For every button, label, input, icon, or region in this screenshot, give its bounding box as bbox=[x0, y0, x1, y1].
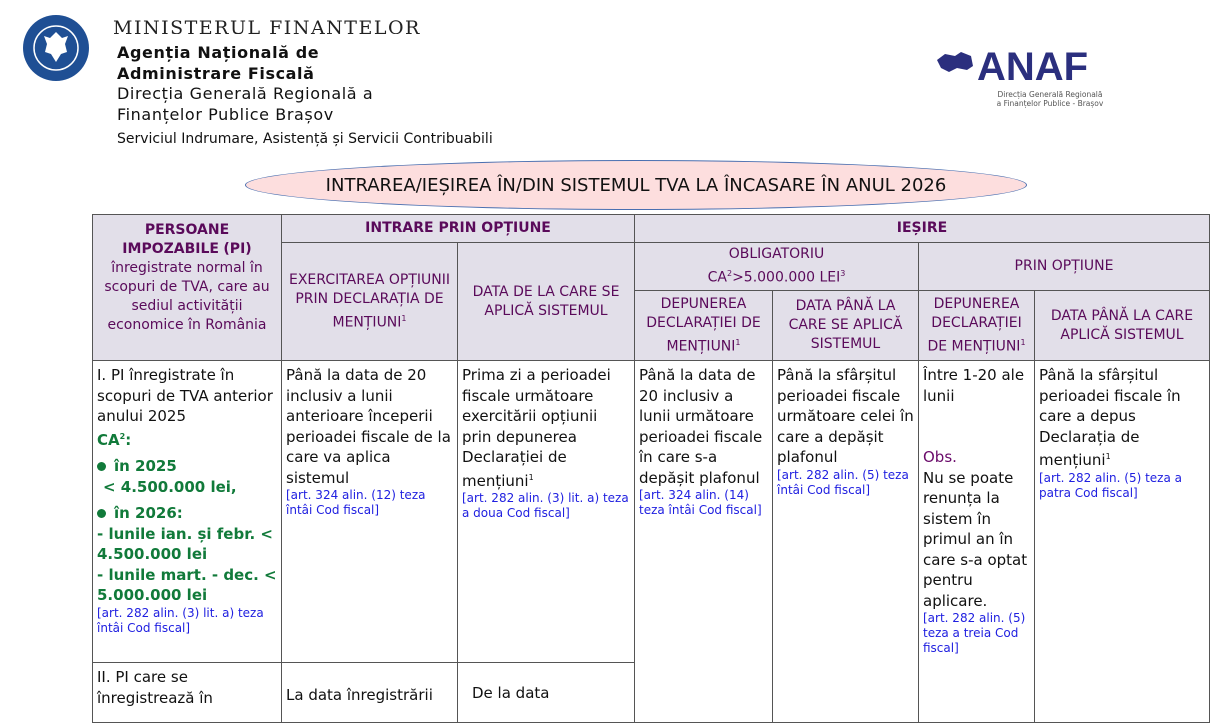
header-intrare: INTRARE PRIN OPȚIUNE bbox=[281, 214, 635, 243]
row2-data-aplica: De la data bbox=[457, 662, 635, 723]
anaf-logo: ANAF bbox=[935, 45, 1120, 90]
header-obligatoriu: OBLIGATORIU CA2>5.000.000 LEI3 bbox=[634, 242, 919, 291]
row1-data-pana-optiune: Până la sfârșitul perioadei fiscale în c… bbox=[1034, 360, 1210, 723]
svg-text:ANAF: ANAF bbox=[977, 46, 1088, 86]
legal-reference: [art. 324 alin. (14) teza întâi Cod fisc… bbox=[639, 488, 762, 517]
vat-cash-system-table: PERSOANE IMPOZABILE (PI) înregistrate no… bbox=[92, 214, 1210, 723]
legal-reference: [art. 282 alin. (3) lit. a) teza întâi C… bbox=[97, 605, 264, 635]
row1-data-aplica: Prima zi a perioadei fiscale următoare e… bbox=[457, 360, 635, 663]
row1-category: I. PI înregistrate în scopuri de TVA ant… bbox=[92, 360, 282, 663]
header-data-aplica: DATA DE LA CARE SE APLICĂ SISTEMUL bbox=[457, 242, 635, 361]
legal-reference: [art. 282 alin. (5) teza a patra Cod fis… bbox=[1039, 470, 1182, 500]
header-prin-optiune: PRIN OPȚIUNE bbox=[918, 242, 1210, 291]
threshold-jan-feb: - lunile ian. și febr. < 4.500.000 lei bbox=[97, 524, 273, 564]
header-iesire: IEȘIRE bbox=[634, 214, 1210, 243]
row1-exercitarea: Până la data de 20 inclusiv a lunii ante… bbox=[281, 360, 458, 663]
anaf-subtitle: Direcția Generală Regională a Finanțelor… bbox=[990, 90, 1110, 108]
agency-name: Agenția Națională de Administrare Fiscal… bbox=[117, 43, 373, 125]
table-row: I. PI înregistrate în scopuri de TVA ant… bbox=[92, 360, 1210, 723]
row1-depunerea: Până la data de 20 inclusiv a lunii urmă… bbox=[634, 360, 773, 723]
threshold-mar-dec: - lunile mart. - dec. < 5.000.000 lei bbox=[97, 565, 277, 605]
bullet-2026: în 2026: bbox=[97, 503, 277, 524]
anaf-subtitle-line: Direcția Generală Regională bbox=[997, 90, 1103, 99]
header-depunerea-optiune: DEPUNEREA DECLARAȚIEI DE MENȚIUNI1 bbox=[918, 290, 1035, 361]
legal-reference: [art. 282 alin. (5) teza întâi Cod fisca… bbox=[777, 467, 909, 497]
title-text: INTRAREA/IEȘIREA ÎN/DIN SISTEMUL TVA LA … bbox=[325, 174, 947, 196]
government-emblem bbox=[22, 14, 90, 86]
bullet-2025: în 2025 bbox=[97, 456, 277, 477]
row1-data-pana: Până la sfârșitul perioadei fiscale urmă… bbox=[772, 360, 919, 723]
header-exercitarea: EXERCITAREA OPȚIUNII PRIN DECLARAȚIA DE … bbox=[281, 242, 458, 361]
row2-category: II. PI care se înregistrează în bbox=[92, 662, 282, 723]
header-data-pana-optiune: DATA PÂNĂ LA CARE APLICĂ SISTEMUL bbox=[1034, 290, 1210, 361]
ministry-name: MINISTERUL FINANȚELOR bbox=[113, 17, 421, 34]
agency-line: Direcția Generală Regională a bbox=[117, 84, 374, 103]
header-data-pana: DATA PÂNĂ LA CARE SE APLICĂ SISTEMUL bbox=[772, 290, 919, 361]
document-title: INTRAREA/IEȘIREA ÎN/DIN SISTEMUL TVA LA … bbox=[245, 160, 1027, 210]
legal-reference: [art. 282 alin. (5) teza a treia Cod fis… bbox=[923, 611, 1026, 655]
anaf-subtitle-line: a Finanțelor Publice - Brașov bbox=[996, 99, 1104, 108]
legal-reference: [art. 282 alin. (3) lit. a) teza a doua … bbox=[462, 491, 629, 520]
service-name: Serviciul Indrumare, Asistență și Servic… bbox=[117, 131, 493, 147]
header-depunerea: DEPUNEREA DECLARAȚIEI DE MENȚIUNI1 bbox=[634, 290, 773, 361]
agency-line: Agenția Națională de bbox=[117, 43, 320, 62]
bullet-icon bbox=[97, 509, 106, 518]
legal-reference: [art. 324 alin. (12) teza întâi Cod fisc… bbox=[286, 488, 426, 517]
agency-line: Finanțelor Publice Brașov bbox=[117, 104, 334, 124]
ca-label: CA2: bbox=[97, 430, 132, 449]
threshold-2025: < 4.500.000 lei, bbox=[103, 477, 237, 496]
agency-line: Administrare Fiscală bbox=[117, 63, 315, 83]
row2-exercitarea: La data înregistrării bbox=[281, 662, 458, 723]
row-label: I. PI înregistrate în scopuri de TVA ant… bbox=[97, 366, 273, 425]
row1-depunerea-optiune: Între 1-20 ale lunii Obs. Nu se poate renu… bbox=[918, 360, 1035, 723]
bullet-icon bbox=[97, 462, 106, 471]
header-taxable-persons: PERSOANE IMPOZABILE (PI) înregistrate no… bbox=[92, 214, 282, 361]
